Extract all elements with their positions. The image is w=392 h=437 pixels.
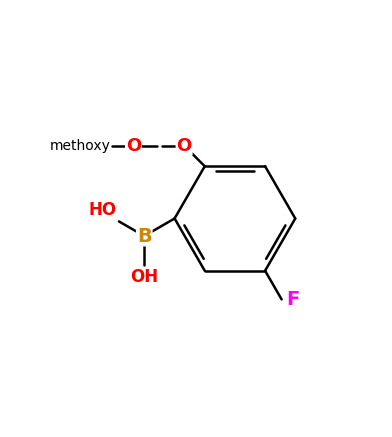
Text: OH: OH [130, 268, 158, 286]
Text: B: B [137, 226, 152, 246]
Text: HO: HO [89, 201, 117, 219]
Text: methoxy: methoxy [50, 139, 111, 153]
Text: O: O [176, 137, 192, 155]
Text: O: O [126, 137, 141, 155]
Text: F: F [286, 290, 299, 309]
